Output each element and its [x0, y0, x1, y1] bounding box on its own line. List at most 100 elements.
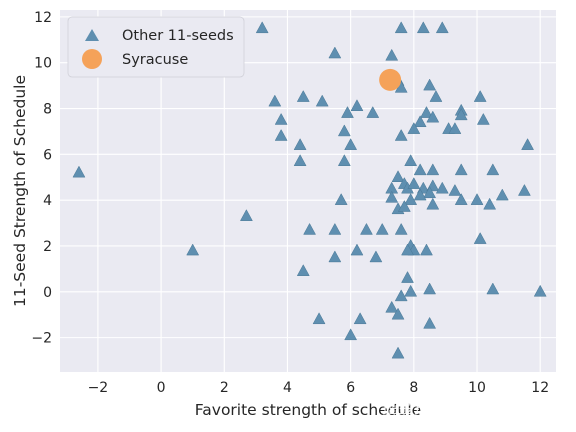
other-seed-point: [350, 99, 364, 111]
other-seed-point: [413, 163, 427, 176]
other-seed-point: [426, 110, 440, 123]
other-seed-point: [255, 21, 269, 34]
other-seed-point: [397, 200, 411, 212]
other-seed-point: [420, 106, 433, 118]
syracuse-point: [379, 68, 402, 91]
other-seed-point: [416, 21, 430, 34]
other-seed-point: [350, 243, 364, 256]
other-seed-point: [533, 284, 547, 297]
y-tick-label: 10: [34, 56, 52, 72]
y-tick-label: 0: [43, 285, 52, 301]
legend-label-other: Other 11-seeds: [122, 28, 234, 44]
other-seed-point: [385, 300, 399, 313]
other-seed-point: [274, 128, 288, 141]
other-seed-point: [454, 193, 468, 205]
y-tick-label: 12: [34, 10, 52, 26]
other-seed-point: [293, 154, 307, 166]
y-tick-label: 8: [43, 102, 52, 118]
other-seed-point: [72, 165, 86, 178]
other-seed-point: [435, 21, 449, 34]
other-seed-point: [296, 264, 310, 276]
other-seed-point: [495, 188, 509, 201]
other-seed-point: [429, 90, 443, 102]
other-seed-point: [435, 181, 449, 194]
other-seed-point: [334, 193, 348, 205]
x-tick-label: 6: [346, 380, 355, 396]
data-points: [72, 21, 547, 359]
other-seed-point: [476, 112, 490, 125]
other-seed-point: [448, 122, 462, 134]
other-seed-point: [423, 316, 437, 329]
x-tick-label: 2: [220, 380, 229, 396]
x-tick-label: 10: [468, 380, 486, 396]
other-seed-point: [401, 243, 414, 256]
other-seed-point: [375, 222, 389, 235]
other-seed-point: [404, 154, 418, 166]
other-seed-point: [473, 232, 487, 244]
y-tick-label: 4: [43, 193, 52, 209]
other-seed-point: [407, 122, 421, 134]
legend-box: [67, 16, 245, 78]
other-seed-point: [394, 21, 408, 34]
other-seed-point: [186, 243, 200, 256]
other-seed-point: [391, 307, 405, 320]
other-seed-point: [394, 128, 408, 141]
other-seed-point: [315, 94, 329, 107]
tick-labels: −2 0 2 4 6 8 10 12 −2 0 2 4 6 8 10 12: [31, 10, 549, 396]
y-tick-label: −2: [31, 331, 52, 347]
other-seed-point: [473, 90, 487, 102]
other-seed-point: [486, 163, 500, 176]
other-seed-point: [486, 282, 500, 295]
other-seed-point: [344, 328, 358, 341]
other-seed-point: [328, 222, 342, 235]
other-seed-point: [369, 250, 383, 263]
legend: Other 11-seeds Syracuse: [67, 16, 245, 78]
x-tick-label: 4: [283, 380, 292, 396]
other-seed-point: [274, 112, 288, 125]
other-seed-point: [394, 222, 408, 235]
other-seed-point: [448, 183, 462, 196]
other-seed-point: [268, 94, 282, 107]
legend-circle-marker: [82, 49, 102, 69]
other-seed-point: [420, 243, 433, 256]
y-axis-label: 11-Seed Strength of Schedule: [11, 75, 29, 307]
watermark-text: 掘金技术社区 @ 布客飞龙: [382, 398, 568, 417]
legend-triangle-marker: [85, 29, 99, 41]
other-seed-point: [404, 284, 418, 297]
other-seed-point: [521, 138, 534, 150]
other-seed-point: [341, 106, 354, 118]
other-seed-point: [366, 106, 380, 118]
y-tick-label: 6: [43, 147, 52, 163]
other-seed-point: [296, 90, 310, 102]
other-seed-point: [353, 312, 367, 325]
other-seed-point: [328, 46, 342, 59]
y-tick-label: 2: [43, 239, 52, 255]
other-seed-point: [293, 138, 307, 150]
other-seed-point: [360, 222, 373, 235]
other-seed-point: [407, 177, 421, 189]
other-seed-point: [470, 193, 484, 205]
x-tick-label: 8: [409, 380, 418, 396]
other-seed-point: [423, 282, 437, 295]
other-seed-point: [391, 170, 405, 183]
other-seed-point: [454, 108, 468, 121]
other-seed-point: [337, 154, 351, 166]
other-seed-point: [413, 115, 427, 128]
other-seed-point: [312, 312, 326, 325]
other-seed-point: [385, 190, 399, 203]
other-seed-point: [423, 78, 437, 91]
x-tick-label: 12: [531, 380, 549, 396]
other-seed-point: [426, 197, 440, 210]
x-tick-label: 0: [157, 380, 166, 396]
other-seed-point: [344, 138, 358, 150]
x-axis-label: Favorite strength of schedule: [195, 401, 421, 419]
other-seed-point: [394, 289, 408, 302]
other-seed-point: [385, 48, 399, 61]
other-seed-point: [401, 271, 414, 283]
other-seed-point: [426, 163, 440, 176]
other-seed-point: [517, 183, 531, 196]
other-seed-point: [239, 209, 253, 221]
other-seed-point: [454, 163, 468, 176]
other-seed-point: [337, 124, 351, 137]
